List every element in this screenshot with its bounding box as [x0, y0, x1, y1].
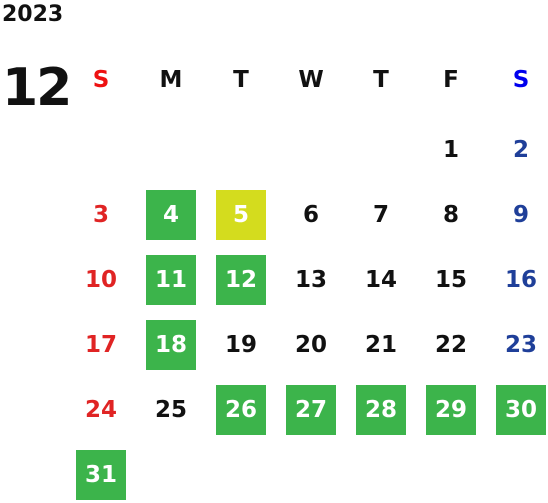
weekday-header: W	[298, 67, 324, 93]
highlighted-day[interactable]: 26	[216, 385, 266, 435]
day[interactable]: 8	[442, 202, 459, 228]
day[interactable]: 1	[442, 137, 459, 163]
highlighted-day[interactable]: 18	[146, 320, 196, 370]
day[interactable]: 3	[92, 202, 109, 228]
month: 12	[2, 58, 72, 118]
weekday-header: S	[512, 67, 530, 93]
day[interactable]: 22	[434, 332, 467, 358]
day[interactable]: 15	[434, 267, 467, 293]
day[interactable]: 25	[154, 397, 187, 423]
weekday-header: M	[159, 67, 183, 93]
highlighted-day[interactable]: 29	[426, 385, 476, 435]
day[interactable]: 21	[364, 332, 397, 358]
day[interactable]: 10	[84, 267, 117, 293]
highlighted-day[interactable]: 11	[146, 255, 196, 305]
day[interactable]: 24	[84, 397, 117, 423]
day[interactable]: 6	[302, 202, 319, 228]
day[interactable]: 23	[504, 332, 537, 358]
highlighted-day[interactable]: 12	[216, 255, 266, 305]
day[interactable]: 19	[224, 332, 257, 358]
weekday-header: T	[233, 67, 249, 93]
day[interactable]: 16	[504, 267, 537, 293]
day[interactable]: 2	[512, 137, 529, 163]
day[interactable]: 14	[364, 267, 397, 293]
highlighted-day[interactable]: 28	[356, 385, 406, 435]
highlighted-day[interactable]: 27	[286, 385, 336, 435]
highlighted-day[interactable]: 5	[216, 190, 266, 240]
day[interactable]: 9	[512, 202, 529, 228]
weekday-header: F	[443, 67, 459, 93]
day[interactable]: 17	[84, 332, 117, 358]
highlighted-day[interactable]: 30	[496, 385, 546, 435]
day[interactable]: 7	[372, 202, 389, 228]
year: 2023	[2, 2, 64, 27]
day[interactable]: 13	[294, 267, 327, 293]
weekday-header: T	[373, 67, 389, 93]
highlighted-day[interactable]: 31	[76, 450, 126, 500]
weekday-header: S	[92, 67, 110, 93]
day[interactable]: 20	[294, 332, 327, 358]
highlighted-day[interactable]: 4	[146, 190, 196, 240]
